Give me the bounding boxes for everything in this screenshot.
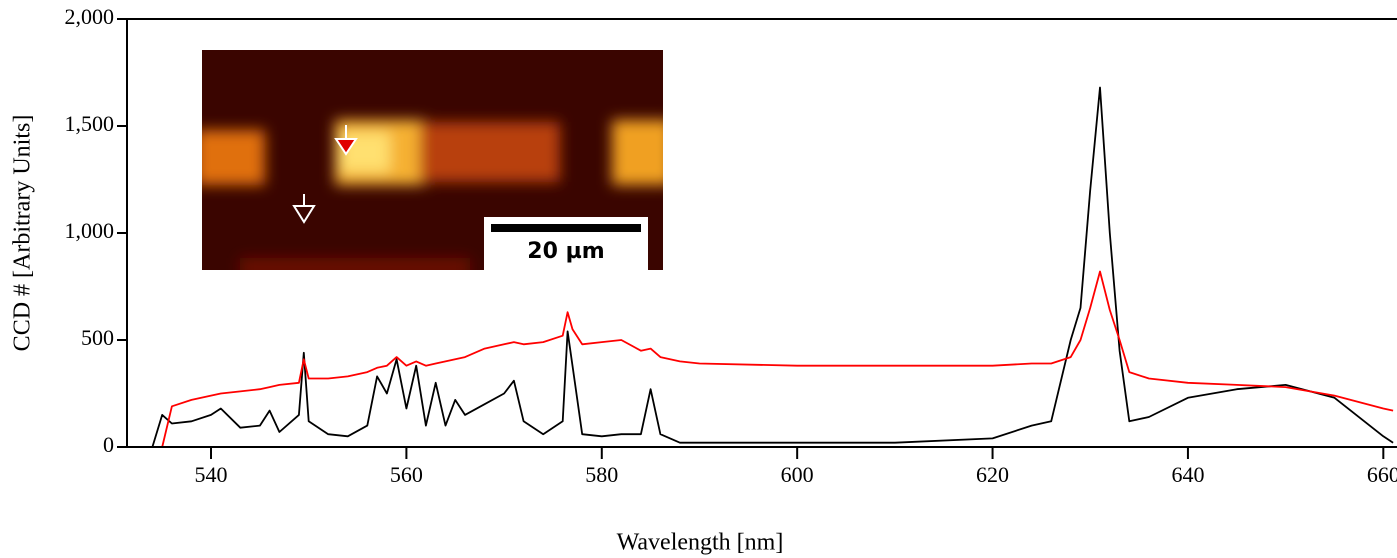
y-axis-label: CCD # [Arbitrary Units] <box>10 115 36 352</box>
inset-image: 20 µm <box>202 50 663 270</box>
x-tick-label: 600 <box>781 462 814 487</box>
plot-area: 540 560 580 600 620 640 660 0 500 1,000 1,500 2,000 <box>65 4 1397 487</box>
scale-bar-label: 20 µm <box>527 239 604 264</box>
y-tick-label: 1,500 <box>65 111 115 136</box>
x-tick-label: 640 <box>1171 462 1204 487</box>
y-tick-label: 0 <box>103 432 114 457</box>
y-tick-label: 2,000 <box>65 4 115 29</box>
series-line <box>151 86 1394 448</box>
x-tick-label: 540 <box>195 462 228 487</box>
x-tick-label: 660 <box>1367 462 1397 487</box>
y-tick-label: 500 <box>81 325 114 350</box>
x-tick-label: 580 <box>585 462 618 487</box>
y-tick-label: 1,000 <box>65 218 115 243</box>
x-tick-label: 560 <box>390 462 423 487</box>
x-axis-label: Wavelength [nm] <box>617 530 784 556</box>
x-tick-label: 620 <box>976 462 1009 487</box>
series-line <box>161 270 1394 448</box>
